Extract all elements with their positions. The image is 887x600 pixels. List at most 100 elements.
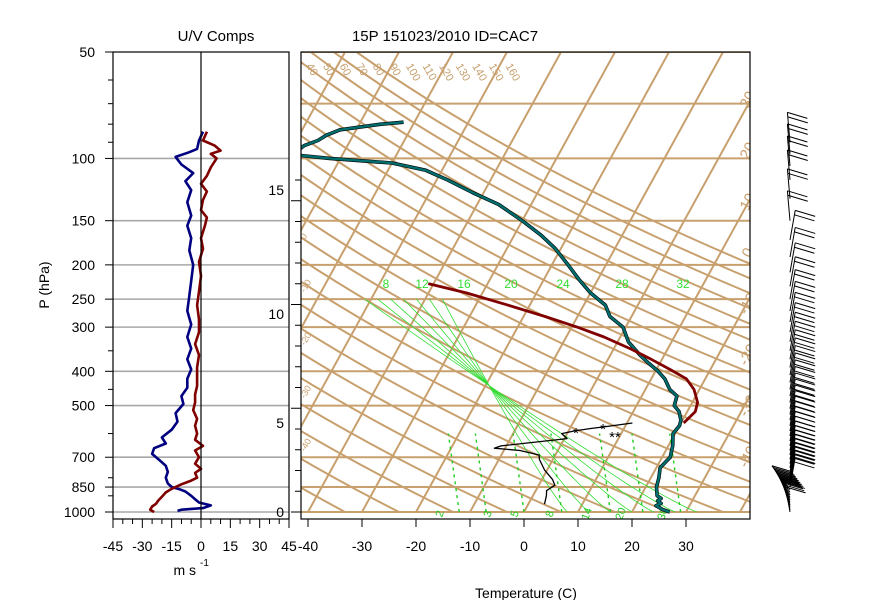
dry-adiabat-line — [301, 115, 750, 357]
wind-barb — [789, 269, 816, 300]
wind-barb-flag — [794, 410, 815, 418]
theta-label: 130 — [453, 62, 473, 84]
isotherm-line — [301, 52, 508, 429]
temperature-x-tick-label: 30 — [678, 538, 694, 554]
wind-barb-flag — [787, 149, 808, 157]
uv-x-axis-label-exponent: -1 — [200, 558, 209, 569]
wind-barb-flag — [794, 214, 815, 222]
dry-adiabat-line — [355, 52, 750, 265]
wind-barb-flag — [794, 405, 815, 413]
uv-x-tick-label: -30 — [132, 538, 152, 554]
dry-adiabat-label: -30 — [298, 384, 313, 400]
wind-barb-flag — [795, 457, 816, 464]
mixing-ratio-line — [512, 433, 525, 513]
wind-barb-flag — [795, 242, 816, 250]
wind-barb — [789, 453, 816, 484]
mixing-ratio-line — [550, 433, 563, 513]
moist-adiabat-label: 28 — [615, 277, 629, 291]
wind-barb-flag — [794, 394, 815, 402]
v-component-line — [150, 131, 213, 513]
theta-label: 80 — [370, 62, 387, 79]
wind-barb — [789, 291, 816, 323]
wind-barb-flag — [777, 474, 799, 482]
wind-barb-flag — [794, 296, 815, 304]
wind-barb-flag — [784, 481, 805, 489]
el-marker: ** — [609, 429, 621, 446]
uv-x-tick-label: -15 — [162, 538, 182, 554]
temperature-profile-line — [301, 121, 683, 514]
dry-adiabat-line — [301, 153, 750, 391]
dry-adiabat-line — [301, 214, 750, 445]
wind-barb-flag — [794, 316, 815, 324]
dry-adiabat-label: 0 — [298, 232, 309, 241]
temperature-x-tick-label: 0 — [520, 538, 528, 554]
wind-barb-flag — [787, 111, 808, 119]
wind-barb — [789, 390, 816, 421]
wind-barb-flag — [795, 400, 816, 408]
wind-barb-flag — [771, 465, 793, 473]
theta-label: 40 — [303, 62, 320, 79]
isotherm-label: 10 — [737, 191, 760, 214]
wind-barb — [789, 378, 816, 409]
theta-label: 110 — [420, 62, 439, 83]
theta-label: 60 — [337, 62, 354, 79]
dry-adiabat-line — [301, 402, 508, 513]
wind-barb — [786, 168, 808, 199]
wind-barb-flag — [779, 476, 800, 484]
wind-barb-flag — [795, 378, 816, 386]
wind-barb-flag — [794, 246, 815, 254]
dry-adiabat-line — [301, 429, 454, 513]
uv-x-axis: -45 -30 -15 0 15 30 45 — [103, 519, 297, 554]
wind-barb-flag — [794, 356, 815, 364]
wind-barb-flag — [787, 140, 808, 148]
wind-barb — [789, 400, 816, 432]
uv-series-group — [148, 131, 222, 514]
wind-barb-flag — [794, 349, 815, 357]
wind-barb-flag — [794, 363, 815, 371]
dry-adiabat-line — [301, 194, 750, 427]
dry-adiabat-label: -10 — [298, 278, 313, 294]
wind-barb-flag — [787, 135, 808, 143]
wind-barb-flag — [794, 388, 815, 396]
height-tick-label: 15 — [268, 182, 284, 198]
wind-barb — [789, 320, 816, 351]
height-tick-label: 10 — [268, 306, 284, 322]
wind-barb-flag — [794, 420, 815, 428]
wind-barb-flag — [794, 260, 815, 268]
dry-adiabat-line — [301, 60, 750, 310]
moist-adiabat-line — [442, 298, 568, 513]
wind-barb-flag — [795, 345, 816, 353]
wind-barb-flag — [794, 433, 815, 441]
skewt-panel-frame — [300, 51, 751, 520]
wind-barb — [789, 449, 816, 480]
isotherm-line — [301, 52, 346, 135]
wind-barb-flag — [778, 474, 799, 482]
wind-barb-flag — [795, 329, 816, 337]
dry-adiabat-line — [301, 236, 750, 464]
temperature-x-tick-label: 20 — [624, 538, 640, 554]
wind-barb-flag — [794, 446, 815, 454]
wind-barb — [789, 445, 816, 476]
wind-barb-flag — [794, 273, 815, 281]
isotherm-label: 0 — [739, 245, 758, 260]
isotherm-line — [301, 52, 400, 233]
wind-barb-flag — [795, 384, 816, 392]
temperature-x-tick-label: -30 — [352, 538, 372, 554]
wind-barb-flag — [795, 209, 816, 217]
uv-y-axis-label: P (hPa) — [36, 261, 52, 308]
moist-adiabat-label: 20 — [504, 277, 518, 291]
wind-barb — [789, 395, 816, 426]
wind-barb-flag — [794, 325, 815, 333]
wind-barb-flag — [794, 285, 815, 293]
theta-label: 140 — [469, 62, 489, 84]
dry-adiabat-line — [301, 134, 750, 374]
lfc-marker: * — [600, 421, 606, 438]
wind-barb-flag — [787, 168, 808, 176]
dry-adiabat-line — [310, 52, 750, 295]
isotherm-line — [0, 52, 129, 512]
wind-barb — [789, 209, 816, 240]
wind-barb-flag — [794, 438, 815, 446]
isotherm-line — [469, 52, 724, 513]
dry-adiabat-label: -20 — [298, 331, 313, 347]
